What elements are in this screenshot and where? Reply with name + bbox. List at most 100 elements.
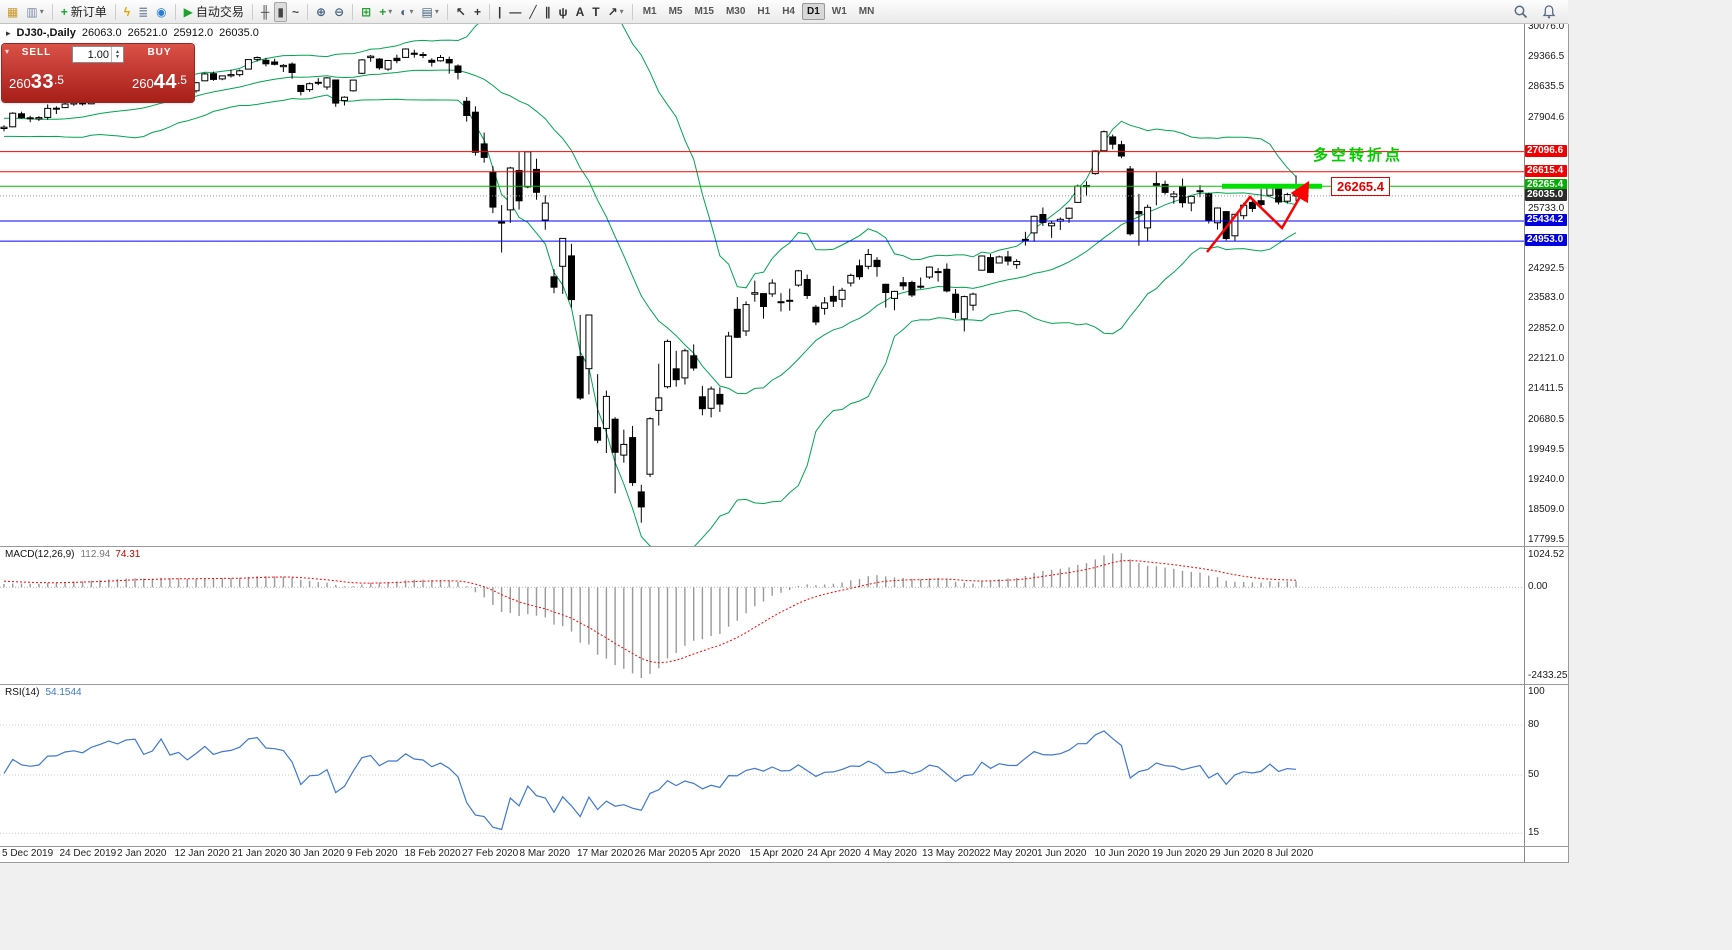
chart-canvas[interactable] <box>0 24 1524 862</box>
rsi-pane[interactable] <box>0 724 1524 834</box>
line-chart-icon[interactable]: ~ <box>289 2 302 22</box>
trendline-icon: ╱ <box>529 4 537 19</box>
volume-field[interactable]: 1.00 ▲ ▼ <box>72 46 124 63</box>
buy-button[interactable]: BUY 26044.5 <box>125 44 194 102</box>
timeframe-m5[interactable]: M5 <box>668 6 683 17</box>
time-axis[interactable]: 5 Dec 2019 24 Dec 2019 2 Jan 2020 12 Jan 20… <box>0 847 1524 862</box>
hline-icon: — <box>509 4 522 19</box>
volume-up-icon[interactable]: ▲ <box>115 48 120 55</box>
candle-chart-icon[interactable]: ▮ <box>274 1 288 22</box>
timeframe-h4[interactable]: H4 <box>782 6 795 17</box>
timeframe-d1[interactable]: D1 <box>802 3 825 20</box>
charts-bar-icon: ▦ <box>7 4 19 19</box>
date-label: 24 Apr 2020 <box>807 848 861 859</box>
macd-pane[interactable] <box>0 553 1524 678</box>
price-axis-flag-label: 27096.6 <box>1525 145 1567 157</box>
templates-icon[interactable]: ▤ ▾ <box>419 2 442 22</box>
volume-value: 1.00 <box>87 48 109 61</box>
date-label: 29 Jun 2020 <box>1209 848 1265 859</box>
search-icon[interactable] <box>1513 4 1529 20</box>
macd-histogram <box>3 553 1297 678</box>
macd-signal-value: 74.31 <box>115 549 141 560</box>
trendline-icon[interactable]: ╱ <box>526 2 539 22</box>
time-axis-divider <box>0 846 1568 847</box>
vline-icon[interactable]: | <box>495 2 504 22</box>
text-icon: A <box>575 4 585 19</box>
periods-icon[interactable]: ◐ ▾ <box>397 2 416 22</box>
alerts-bell-icon[interactable] <box>1541 4 1557 20</box>
panel-dropdown-icon[interactable]: ▾ <box>5 47 10 56</box>
price-axis-label: 23583.0 <box>1528 292 1565 303</box>
main-price-pane[interactable] <box>0 24 1524 555</box>
timeframe-h1[interactable]: H1 <box>757 6 771 17</box>
volume-spinner[interactable]: ▲ ▼ <box>111 47 123 62</box>
profiles-icon[interactable]: ▥ ▾ <box>23 2 46 22</box>
timeframe-mn[interactable]: MN <box>858 6 875 17</box>
indicators-icon[interactable]: + ▾ <box>376 2 395 22</box>
price-axis-flag-label: 25434.2 <box>1525 214 1567 226</box>
community-icon[interactable]: ◉ <box>153 2 169 22</box>
price-axis-label: 25733.0 <box>1528 203 1565 214</box>
autotrading-icon: ▶ <box>183 4 193 19</box>
price-axis-label: 20680.5 <box>1528 414 1565 425</box>
periods-icon: ◐ <box>400 4 408 19</box>
charts-bar-icon[interactable]: ▦ <box>4 2 21 22</box>
toolbar-separator <box>631 3 633 20</box>
profiles-icon: ▥ <box>26 4 38 19</box>
level-annotation-box: 26265.4 <box>1331 177 1390 196</box>
macd-pane-divider[interactable] <box>0 546 1568 547</box>
volume-column: 1.00 ▲ ▼ <box>71 44 125 102</box>
volume-down-icon[interactable]: ▼ <box>115 53 120 60</box>
tile-windows-icon[interactable]: ⊞ <box>358 2 374 22</box>
toolbar-separator <box>352 3 354 20</box>
depth-of-market-icon[interactable]: ≣ <box>135 2 151 22</box>
zoom-out-icon[interactable]: ⊖ <box>331 2 347 22</box>
zigzag-arrow[interactable] <box>1206 180 1310 253</box>
expand-icon[interactable]: ▸ <box>6 27 11 38</box>
rsi-line <box>3 730 1297 831</box>
date-label: 30 Jan 2020 <box>289 848 345 859</box>
date-label: 13 May 2020 <box>922 848 980 859</box>
price-axis[interactable]: 30076.0 29366.5 28635.5 27904.6 25733.0 24292… <box>1524 24 1568 862</box>
new-order-button[interactable]: + 新订单 <box>58 2 110 22</box>
hline-icon[interactable]: — <box>506 2 524 22</box>
toolbar: ▦ ▥ ▾ + 新订单 ϟ ≣ ◉ ▶ 自动交易 ╫ ▮ ~ ⊕ ⊖ ⊞ + ▾ ◐ ▾ ▤ ▾ ↖ + | — ╱ ∥ ψ A T ↗ ▾ M1… <box>0 0 1568 24</box>
symbol-period-label: DJ30-,Daily <box>16 27 76 39</box>
bollinger-band-line <box>4 94 1297 546</box>
chart-ohlc-header: ▸ DJ30-,Daily 26063.0 26521.0 25912.0 26… <box>6 27 259 39</box>
crosshair-icon[interactable]: + <box>471 2 484 22</box>
timeframe-m1[interactable]: M1 <box>642 6 657 17</box>
timeframe-m15[interactable]: M15 <box>694 6 714 17</box>
sell-button[interactable]: ▾ SELL 26033.5 <box>2 44 71 102</box>
price-axis-label: 80 <box>1528 719 1540 730</box>
autotrading-button[interactable]: ▶ 自动交易 <box>181 2 247 22</box>
timeframe-w1[interactable]: W1 <box>831 6 847 17</box>
rsi-pane-divider[interactable] <box>0 684 1568 685</box>
fibonacci-icon[interactable]: ψ <box>556 2 571 22</box>
text-icon[interactable]: A <box>573 2 588 22</box>
channel-icon[interactable]: ∥ <box>542 2 554 22</box>
zoom-in-icon: ⊕ <box>316 4 327 19</box>
price-axis-label: 100 <box>1528 686 1545 697</box>
dropdown-caret-icon: ▾ <box>388 7 393 16</box>
price-axis-label: 24292.5 <box>1528 263 1565 274</box>
community-icon: ◉ <box>156 4 167 19</box>
price-axis-label: 15 <box>1528 827 1540 838</box>
price-axis-label: -2433.25 <box>1528 670 1568 681</box>
candle-chart-icon: ▮ <box>277 4 285 19</box>
date-label: 10 Jun 2020 <box>1094 848 1150 859</box>
timeframe-m30[interactable]: M30 <box>725 6 746 17</box>
bar-chart-icon[interactable]: ╫ <box>258 2 273 22</box>
price-digits: .5 <box>53 73 64 87</box>
date-label: 5 Apr 2020 <box>692 848 741 859</box>
label-icon[interactable]: T <box>589 2 602 22</box>
shapes-icon[interactable]: ↗ ▾ <box>605 2 627 22</box>
cursor-icon[interactable]: ↖ <box>453 2 469 22</box>
high-value: 26521.0 <box>127 27 168 39</box>
new-order-button-label: 新订单 <box>70 5 107 19</box>
one-click-icon[interactable]: ϟ <box>121 2 133 22</box>
chart-window[interactable]: ▸ DJ30-,Daily 26063.0 26521.0 25912.0 26… <box>0 24 1569 863</box>
date-label: 27 Feb 2020 <box>462 848 519 859</box>
zoom-in-icon[interactable]: ⊕ <box>313 2 329 22</box>
date-label: 17 Mar 2020 <box>577 848 634 859</box>
